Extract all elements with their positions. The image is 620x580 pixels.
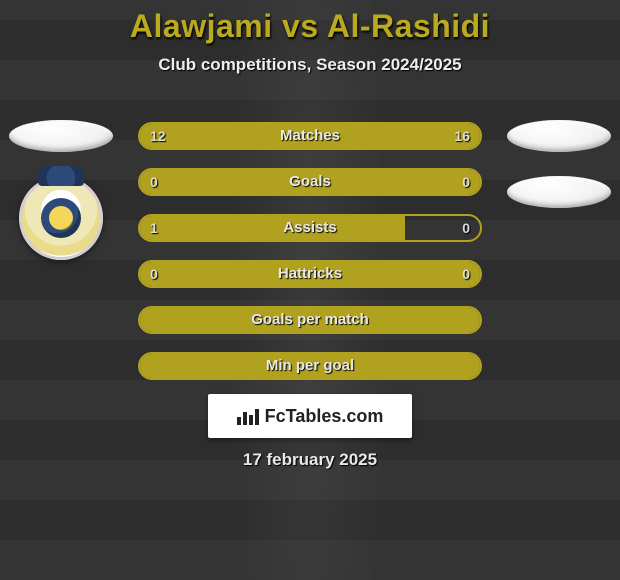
- brand-suffix: Tables.com: [286, 406, 384, 426]
- stat-bar: Goals00: [138, 168, 482, 196]
- stat-bar: Min per goal: [138, 352, 482, 380]
- stat-bar: Hattricks00: [138, 260, 482, 288]
- pill-logo-icon: [507, 176, 611, 208]
- pill-logo-icon: [507, 120, 611, 152]
- stat-bar: Assists10: [138, 214, 482, 242]
- left-team-logos: [6, 120, 116, 260]
- stat-value-right: 0: [462, 216, 470, 240]
- stats-bar-chart: Matches1216 Goals00 Assists10 Hattricks00 Go…: [138, 122, 482, 380]
- brand-prefix: Fc: [265, 406, 286, 426]
- bars-icon: [237, 407, 259, 425]
- footer-date: 17 february 2025: [243, 450, 377, 470]
- stat-bar: Matches1216: [138, 122, 482, 150]
- pill-logo-icon: [9, 120, 113, 152]
- page-subtitle: Club competitions, Season 2024/2025: [0, 55, 620, 75]
- stat-bar: Goals per match: [138, 306, 482, 334]
- fctables-logo: FcTables.com: [208, 394, 412, 438]
- page-title: Alawjami vs Al-Rashidi: [0, 0, 620, 45]
- right-team-logos: [504, 120, 614, 208]
- club-badge-icon: [19, 176, 103, 260]
